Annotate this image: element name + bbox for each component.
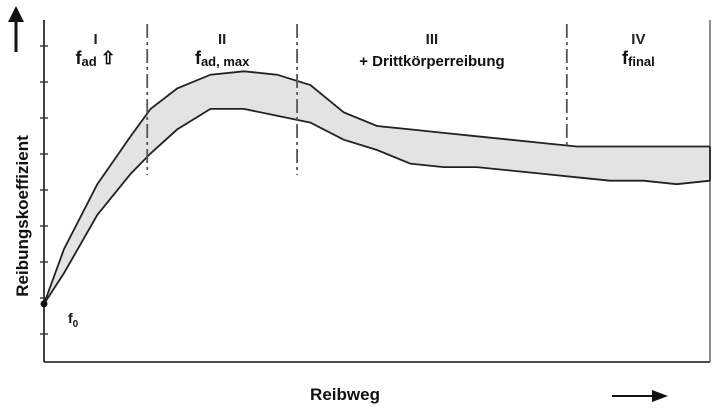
phase-symbol: fad ⇧ bbox=[75, 48, 115, 69]
y-axis-label: Reibungskoeffizient bbox=[13, 135, 32, 297]
start-label: f0 bbox=[68, 310, 79, 330]
phase-numeral: III bbox=[426, 31, 439, 48]
y-ticks bbox=[40, 45, 48, 335]
phase-label-III: III + Drittkörperreibung bbox=[359, 31, 504, 70]
friction-band bbox=[40, 70, 711, 308]
phase-dividers bbox=[146, 24, 568, 175]
phase-numeral: IV bbox=[631, 31, 645, 48]
svg-text:f0: f0 bbox=[68, 310, 79, 330]
phase-symbol: ffinal bbox=[622, 48, 655, 69]
phase-numeral: I bbox=[94, 31, 98, 48]
phase-symbol: fad, max bbox=[195, 48, 250, 69]
start-point bbox=[40, 300, 48, 308]
upper-curve bbox=[43, 70, 710, 305]
x-axis-label: Reibweg bbox=[310, 385, 380, 404]
phase-text: + Drittkörperreibung bbox=[359, 53, 504, 70]
phase-numeral: II bbox=[218, 31, 226, 48]
y-axis-arrow-icon bbox=[8, 6, 24, 52]
axes bbox=[43, 20, 711, 363]
x-axis-arrow-icon bbox=[612, 390, 668, 402]
band-fill bbox=[44, 71, 710, 304]
lower-curve bbox=[43, 108, 711, 305]
